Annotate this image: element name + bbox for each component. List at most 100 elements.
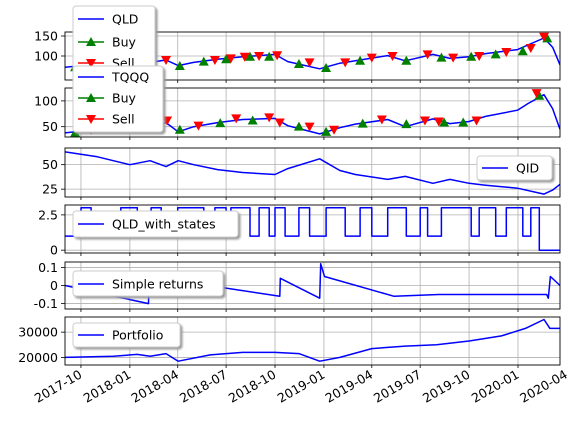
panel-2: 50 100	[34, 87, 561, 140]
sell-marker	[419, 116, 430, 126]
legend-label-sell: Sell	[112, 112, 135, 127]
buy-marker	[215, 118, 226, 128]
buy-marker	[247, 115, 258, 125]
buy-marker	[321, 126, 332, 136]
legend-box	[72, 322, 181, 348]
sell-marker	[209, 56, 220, 65]
x-tick-label: 2018-10	[226, 367, 279, 406]
x-tick-label: 2019-01	[275, 367, 328, 406]
x-tick-label: 2019-10	[420, 367, 473, 406]
sell-marker	[193, 121, 204, 131]
sell-marker	[422, 50, 433, 60]
buy-marker	[245, 51, 256, 61]
plot-area	[65, 32, 560, 72]
sell-marker	[254, 52, 265, 61]
buy-marker	[466, 51, 477, 61]
buy-marker	[401, 55, 412, 65]
legend-label-buy: Buy	[112, 91, 136, 106]
legend-label-buy: Buy	[112, 35, 136, 50]
sell-marker	[272, 51, 283, 61]
axes-frame	[64, 261, 561, 310]
plot-area	[65, 318, 560, 362]
sell-marker	[231, 114, 242, 124]
buy-marker	[264, 51, 275, 61]
legend-marker-sell	[86, 59, 96, 68]
legend-label-states: QLD_with_states	[112, 217, 216, 232]
y-tick-label: 0.1	[38, 260, 58, 275]
y-tick-label: 100	[34, 93, 58, 108]
legend-label-tqqq: TQQQ	[111, 70, 149, 85]
sell-marker	[304, 58, 315, 68]
axes-frame	[64, 316, 561, 366]
sell-marker	[387, 52, 398, 61]
legend-qld-panel: QLD Buy Sell	[72, 5, 156, 73]
legend-label-qid: QID	[516, 161, 539, 176]
sell-marker	[161, 56, 172, 65]
x-tick-label: 2020-01	[469, 367, 522, 406]
buy-marker	[174, 124, 185, 134]
series-line-qld	[65, 37, 560, 70]
y-tick-label: 0	[50, 243, 58, 258]
sell-marker	[274, 118, 285, 128]
sell-marker	[340, 58, 351, 68]
sell-marker	[474, 52, 485, 61]
legend-marker-sell	[86, 115, 96, 124]
series-line-portfolio	[65, 318, 560, 362]
y-tick-label: 150	[34, 29, 58, 44]
buy-marker	[439, 117, 450, 127]
buy-marker	[517, 46, 528, 56]
y-tick-label: 2.5	[38, 207, 58, 222]
panel-4: 02.5	[38, 204, 561, 258]
axes-frame	[64, 147, 561, 198]
panel-6: 20000 30000	[18, 316, 561, 368]
sell-marker	[366, 53, 377, 63]
plot-area	[65, 151, 560, 195]
buy-marker	[174, 61, 185, 70]
series-line-qid	[65, 151, 560, 195]
y-tick-label: 20000	[18, 350, 58, 365]
x-tick-label: 2018-01	[81, 367, 134, 406]
sell-marker	[304, 122, 315, 132]
legend-marker-buy	[86, 93, 96, 102]
buy-marker	[221, 54, 232, 64]
sell-marker	[264, 113, 275, 123]
axes-frame	[64, 87, 561, 138]
legend-label-returns: Simple returns	[112, 277, 203, 292]
sell-marker	[239, 52, 250, 62]
legend-label-portfolio: Portfolio	[112, 328, 163, 343]
buy-marker	[490, 49, 501, 59]
legend-qid-panel: QID	[476, 155, 553, 181]
buy-marker	[293, 59, 304, 68]
legend-box	[72, 210, 239, 238]
legend-portfolio-panel: Portfolio	[72, 322, 181, 348]
sell-marker	[162, 116, 173, 126]
sell-marker	[225, 54, 236, 64]
y-tick-label: -0.1	[34, 296, 58, 311]
buy-marker	[357, 118, 368, 128]
sell-marker	[531, 89, 542, 99]
y-tick-label: 50	[42, 157, 58, 172]
legend-label-qld: QLD	[112, 12, 138, 27]
sell-marker	[525, 44, 536, 53]
shared-x-axis: 2017-102018-012018-042018-072018-102019-…	[32, 367, 570, 406]
x-tick-label: 2019-04	[323, 367, 376, 406]
sell-marker	[448, 53, 459, 63]
sell-marker	[433, 117, 444, 127]
legend-tqqq-panel: TQQQ Buy Sell	[72, 65, 164, 133]
x-tick-label: 2019-07	[371, 367, 424, 406]
sell-marker	[329, 125, 340, 135]
x-tick-label: 2020-04	[517, 367, 570, 406]
buy-marker	[198, 56, 209, 66]
sell-marker	[539, 32, 550, 42]
x-tick-label: 2017-10	[32, 367, 85, 406]
legend-marker-buy	[86, 37, 96, 46]
axes-frame	[64, 204, 561, 254]
y-tick-label: 50	[42, 119, 58, 134]
sell-marker	[376, 115, 387, 125]
buy-marker	[355, 55, 366, 65]
buy-marker	[321, 63, 332, 72]
buy-marker	[436, 52, 447, 62]
sell-marker	[471, 116, 482, 126]
plot-area	[65, 207, 560, 251]
